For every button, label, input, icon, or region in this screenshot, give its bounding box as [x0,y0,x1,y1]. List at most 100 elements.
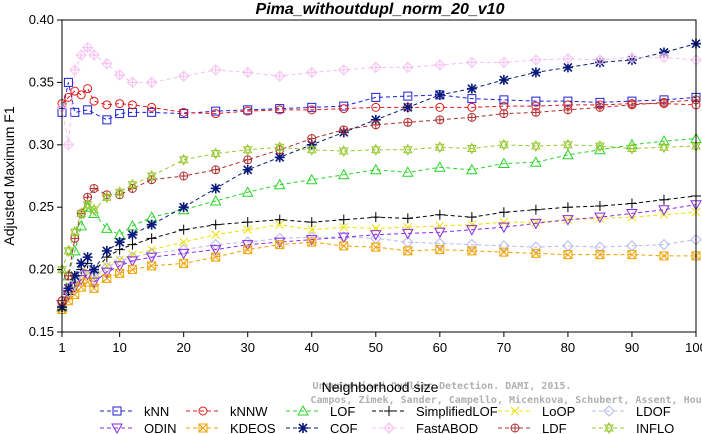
data-point-odin [433,227,446,239]
data-point-knn [102,115,112,125]
series-line-ldf [61,99,697,301]
data-point-loop [339,222,349,232]
data-point-kdeos [179,258,189,268]
data-point-simplifiedlof [594,200,605,211]
legend-label-odin: ODIN [144,421,177,434]
legend-item-loop: LoOP [498,404,575,419]
data-point-cof [466,83,477,94]
legend-label-ldof: LDOF [636,404,671,419]
data-point-fastabod [242,66,254,79]
data-point-knnw [243,106,253,116]
data-point-simplifiedlof [306,217,317,228]
data-point-loop [563,215,573,225]
legend-label-knn: kNN [144,404,169,419]
data-point-ldof [594,241,606,253]
data-point-fastabod [530,54,542,66]
data-point-lof [498,157,510,169]
x-tick-label: 40 [305,340,319,355]
data-point-inflo [274,141,285,154]
data-point-cof [76,258,87,269]
series-line-kdeos [61,241,696,310]
data-point-simplifiedlof [402,213,413,224]
data-point-knn [211,106,221,116]
data-point-fastabod [88,49,100,61]
data-point-knn [563,96,573,106]
series-ldf [57,95,701,306]
legend-label-kdeos: KDEOS [230,421,276,434]
legend-label-lof: LOF [330,404,355,419]
data-point-ldof [498,240,510,252]
data-point-kdeos [659,251,669,261]
data-point-inflo [563,138,573,151]
data-point-ldf [179,171,189,181]
data-point-ldf [339,125,349,135]
data-point-inflo [627,142,637,155]
series-line-ldof [61,236,697,302]
data-point-lof [433,161,446,172]
data-point-fastabod [626,51,638,64]
data-point-kdeos [499,247,509,257]
data-point-fastabod [69,64,81,76]
axes: 1 10 20 30 40 50 60 70 80 90 100 0.15 0.20 0.25 0.30 0.… [29,12,702,355]
data-point-fastabod [101,57,113,70]
data-point-kdeos [563,250,573,260]
data-point-lof [305,173,318,185]
data-point-kdeos [627,250,637,260]
legend-label-ldf: LDF [542,421,567,434]
watermark-line-1: Unsupervised Outlier Detection. DAMI, 20… [313,380,572,392]
watermark-line-2: Campos, Zimek, Sander, Campello, Micenko… [310,394,702,406]
data-point-knnw [127,100,137,110]
legend-marker-cof [298,423,308,433]
legend-label-fastabod: FastABOD [416,421,478,434]
data-point-inflo [127,178,138,191]
data-point-odin [209,245,222,256]
legend-label-inflo: INFLO [636,421,674,434]
data-point-inflo [531,139,541,153]
y-tick-label: 0.15 [29,324,54,339]
data-point-knnw [371,102,381,112]
legend-marker-simplifiedlof [384,406,394,416]
legend-label-cof: COF [330,421,358,434]
data-point-knn [371,92,381,102]
x-tick-label: 1 [58,340,65,355]
data-point-simplifiedlof [146,233,157,244]
data-point-ldf [467,112,477,122]
data-point-lof [466,163,478,175]
data-point-odin [100,267,113,279]
data-point-loop [275,220,285,230]
data-point-cof [434,89,445,100]
data-point-inflo [435,141,445,154]
data-point-kdeos [89,283,99,293]
data-point-kdeos [127,265,137,275]
data-point-knnw [89,96,99,106]
data-point-inflo [76,207,87,220]
legend-item-fastabod: FastABOD [372,421,478,434]
data-point-fastabod [209,64,222,76]
data-point-ldof [81,263,94,276]
data-point-knnw [467,102,477,112]
data-point-inflo [370,143,381,156]
data-point-fastabod [126,76,139,89]
data-point-ldf [243,155,253,165]
data-point-fastabod [274,70,286,82]
data-point-simplifiedlof [242,217,253,228]
data-point-simplifiedlof [338,214,349,225]
data-point-simplifiedlof [127,239,138,250]
data-point-odin [658,205,670,216]
data-point-odin [626,208,638,220]
legend-item-lof: LOF [286,404,355,419]
data-point-kdeos [243,245,253,255]
data-point-knnw [339,104,349,114]
series-line-knnw [61,87,697,115]
legend-item-inflo: INFLO [592,421,674,434]
series-line-odin [61,204,697,305]
data-point-kdeos [102,273,112,283]
series-line-cof [61,43,697,308]
data-point-simplifiedlof [626,198,637,209]
data-point-inflo [63,244,74,257]
data-point-inflo [114,186,125,199]
data-point-loop [179,237,189,247]
data-point-kdeos [211,252,221,262]
data-point-lof [75,219,88,231]
